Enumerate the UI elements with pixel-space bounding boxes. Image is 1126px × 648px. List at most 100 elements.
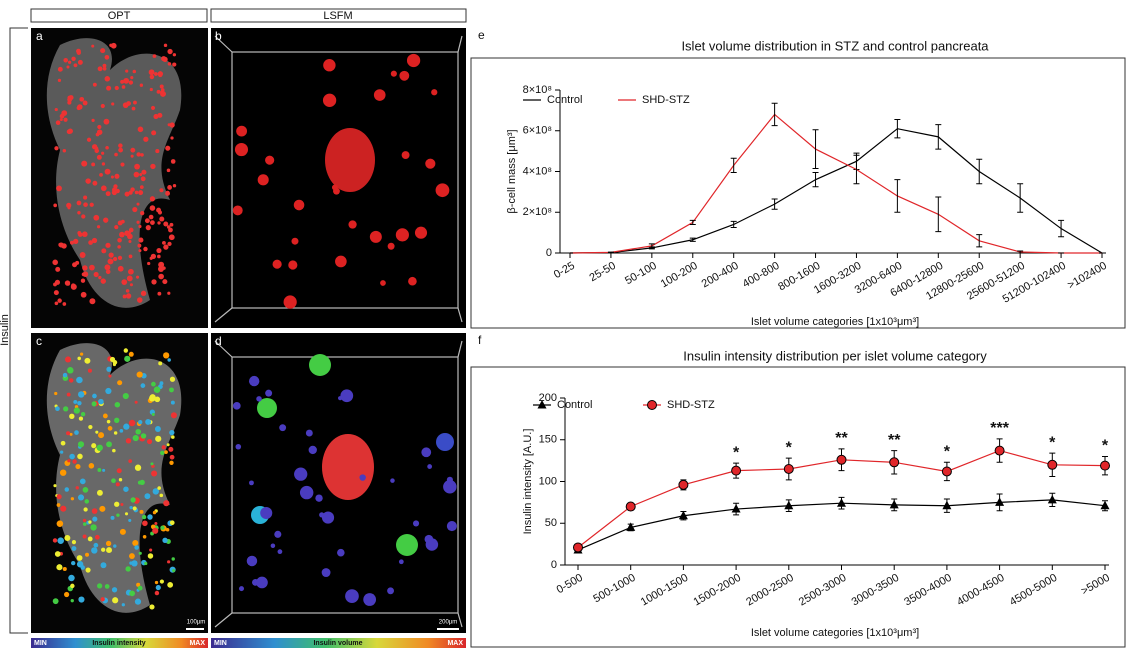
dot: [77, 59, 83, 65]
dot: [127, 233, 133, 240]
marker: [537, 400, 547, 409]
islet: [309, 354, 331, 376]
dot: [128, 268, 134, 275]
dot: [107, 258, 114, 265]
dot: [121, 603, 125, 607]
dot: [54, 551, 61, 557]
legend-label: SHD-STZ: [642, 94, 690, 106]
dot: [113, 184, 118, 189]
dot: [81, 231, 88, 238]
dot: [119, 231, 125, 238]
dot: [134, 545, 139, 550]
dot: [82, 534, 87, 539]
dot: [169, 122, 175, 128]
dot: [61, 110, 68, 117]
dot: [89, 264, 95, 271]
dot: [130, 154, 134, 158]
dot: [163, 43, 168, 48]
dot: [117, 238, 122, 243]
dot: [142, 520, 148, 527]
dot: [125, 438, 132, 444]
dot: [105, 145, 109, 150]
dot: [138, 237, 144, 243]
dot: [163, 352, 170, 359]
dot: [83, 195, 88, 200]
dot: [399, 70, 410, 81]
dot: [129, 283, 133, 287]
marker: [1047, 459, 1058, 470]
dot: [114, 501, 120, 507]
dot: [147, 553, 154, 559]
dot: [59, 117, 63, 122]
dot: [108, 252, 114, 258]
dot: [75, 260, 80, 265]
dot: [91, 547, 98, 554]
dot: [138, 249, 142, 253]
dot: [124, 191, 130, 197]
dot: [67, 367, 74, 374]
dot: [74, 430, 79, 435]
x-tick-label: 3000-3500: [850, 572, 902, 609]
dot: [76, 376, 83, 384]
dot: [167, 62, 172, 66]
dot: [149, 256, 153, 260]
islet: [436, 433, 454, 451]
y-tick-label: 150: [539, 434, 557, 446]
dot: [99, 173, 103, 177]
dot: [123, 77, 130, 84]
dot: [446, 521, 457, 532]
dot: [76, 200, 82, 206]
x-tick-label: >5000: [1079, 572, 1112, 598]
dot: [103, 217, 109, 223]
dot: [112, 363, 117, 367]
marker: [1047, 494, 1057, 504]
dot: [120, 79, 125, 84]
dot: [124, 355, 131, 362]
dot: [87, 536, 93, 542]
dot: [446, 476, 453, 483]
dot: [81, 160, 88, 167]
dot: [71, 540, 77, 545]
dot: [128, 351, 134, 357]
chart-title: Islet volume distribution in STZ and con…: [681, 38, 989, 53]
dot: [59, 469, 67, 476]
dot: [104, 264, 111, 271]
y-tick-label: 0: [551, 559, 557, 571]
x-tick-label: 0-25: [552, 260, 577, 281]
dot: [157, 221, 161, 225]
dot: [54, 279, 61, 285]
dot: [88, 240, 93, 245]
dot: [77, 231, 82, 235]
dot: [150, 220, 155, 225]
dot: [272, 259, 282, 269]
dot: [64, 356, 72, 363]
dot: [109, 43, 113, 47]
dot: [90, 524, 97, 531]
dot: [155, 435, 162, 442]
dot: [71, 56, 76, 62]
dot: [235, 443, 242, 450]
dot: [157, 210, 163, 215]
dot: [113, 544, 117, 548]
dot: [148, 214, 154, 220]
dot: [145, 225, 151, 231]
error-bar: [1017, 250, 1024, 254]
y-tick-label: 200: [539, 392, 557, 404]
dot: [76, 555, 83, 561]
dot: [73, 63, 78, 68]
dot: [154, 396, 161, 403]
error-bar: [689, 237, 696, 242]
marker: [836, 454, 847, 465]
dot: [331, 184, 338, 191]
dot: [157, 112, 163, 118]
dot: [169, 430, 175, 436]
significance: ***: [990, 420, 1009, 437]
error-bar: [894, 179, 901, 213]
dot: [146, 438, 153, 445]
dot: [108, 374, 112, 378]
scale-bar: [186, 628, 204, 630]
error-bar: [935, 124, 942, 150]
dot: [92, 516, 98, 522]
dot: [83, 507, 88, 512]
dot: [52, 259, 58, 266]
